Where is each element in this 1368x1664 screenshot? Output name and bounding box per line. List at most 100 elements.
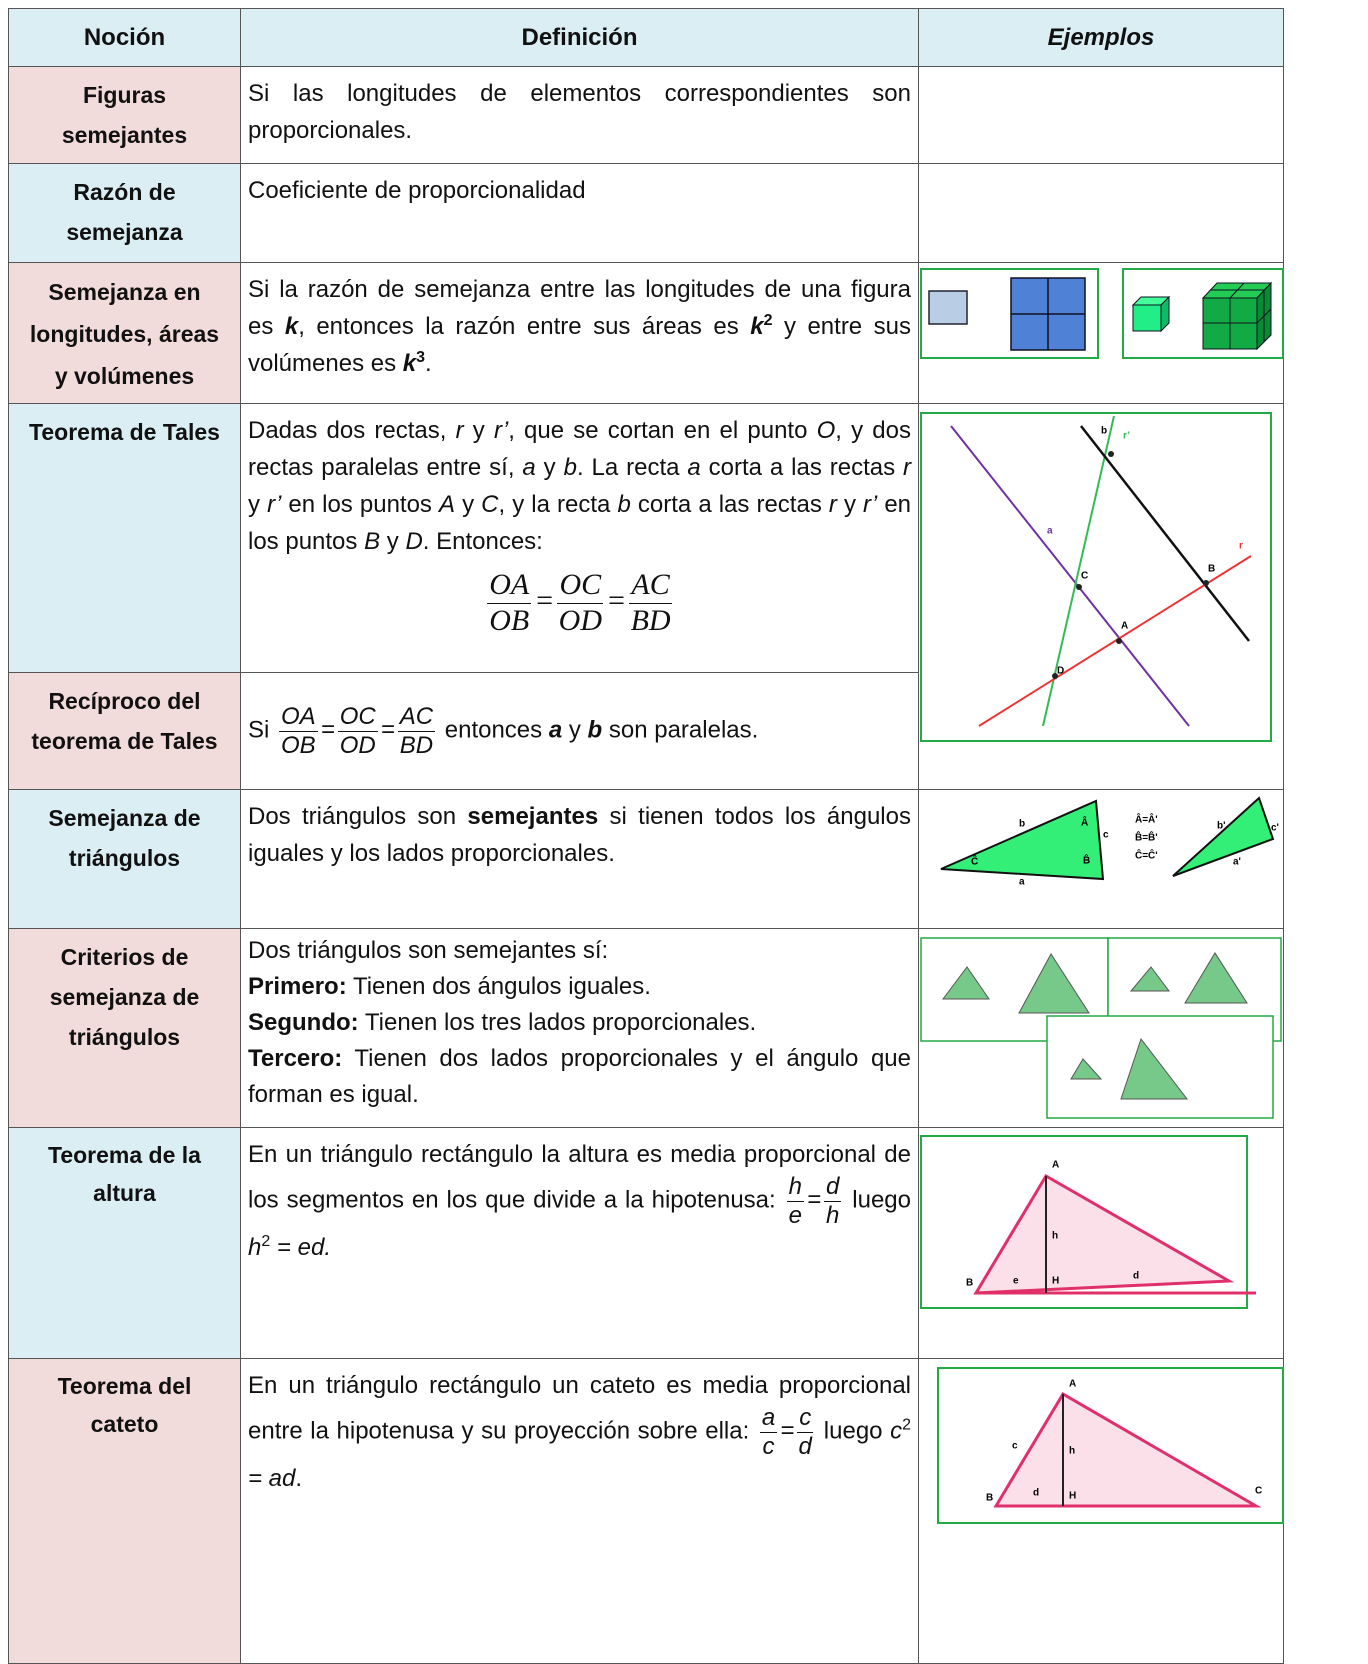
text: Primero: bbox=[248, 973, 347, 1000]
text: 3 bbox=[416, 349, 426, 366]
text: c bbox=[890, 1417, 903, 1445]
text: , entonces la razón entre sus áreas es bbox=[298, 313, 751, 340]
fraction: OC OD bbox=[557, 568, 604, 638]
text: luego bbox=[816, 1417, 891, 1445]
text: 2 bbox=[902, 1416, 912, 1434]
denominator: h bbox=[826, 1201, 840, 1229]
text: cateto bbox=[90, 1411, 159, 1437]
notion-cell: Razón de semejanza bbox=[8, 163, 241, 263]
text: e bbox=[1013, 1276, 1019, 1287]
text: son paralelas. bbox=[602, 716, 759, 744]
row: Recíproco del teorema de Tales Si OA OB = OC… bbox=[8, 672, 1284, 790]
example-cell bbox=[918, 66, 1284, 164]
text: b bbox=[1019, 819, 1025, 830]
formula: h e = d h bbox=[784, 1173, 845, 1229]
text: entonces bbox=[438, 716, 549, 744]
text: semejanza bbox=[66, 219, 183, 245]
text: h bbox=[1052, 1231, 1058, 1242]
text: en los puntos bbox=[281, 491, 439, 518]
polygon bbox=[973, 1173, 1235, 1295]
polygon bbox=[942, 966, 990, 1000]
notion-cell: Teorema del cateto bbox=[8, 1358, 241, 1664]
text: Â=Â' bbox=[1135, 813, 1158, 826]
circle bbox=[1203, 580, 1209, 586]
text: a bbox=[548, 716, 563, 744]
header-row: Noción Definición Ejemplos bbox=[8, 8, 1284, 67]
text: y bbox=[562, 716, 588, 744]
text: Si la razón de semejanza entre las longi… bbox=[248, 276, 911, 340]
notion-cell: Semejanza de triángulos bbox=[8, 789, 241, 929]
polygon bbox=[1129, 966, 1170, 992]
header-cell: Noción bbox=[8, 8, 241, 67]
notion-cell: Recíproco del teorema de Tales bbox=[8, 672, 241, 790]
definition-cell: Si OA OB = OC OD = AC BD entonces a y b son par… bbox=[240, 672, 919, 790]
text: a bbox=[522, 454, 536, 481]
text: triángulos bbox=[68, 845, 181, 871]
example-cell bbox=[918, 262, 1284, 404]
text: d bbox=[1133, 1271, 1139, 1282]
polygon bbox=[993, 1391, 1262, 1508]
example-cell bbox=[918, 928, 1284, 1128]
circle bbox=[1076, 584, 1082, 590]
notion-cell: Teorema de la altura bbox=[8, 1127, 241, 1359]
fraction: OC OD bbox=[337, 703, 378, 759]
text: B bbox=[966, 1278, 973, 1289]
text: A bbox=[1121, 621, 1128, 632]
polygon bbox=[1184, 952, 1248, 1004]
text: B̂ bbox=[1083, 854, 1090, 867]
text: D bbox=[1057, 666, 1064, 677]
definition-cell: En un triángulo rectángulo la altura es … bbox=[240, 1127, 919, 1359]
criteria-figure bbox=[920, 937, 1282, 1119]
row: Teorema del cateto En un triángulo rectán… bbox=[8, 1358, 1284, 1664]
text: O bbox=[816, 417, 836, 444]
text: altura bbox=[93, 1180, 156, 1206]
line bbox=[950, 425, 1190, 727]
fraction: AC BD bbox=[397, 703, 436, 759]
rect bbox=[920, 412, 1272, 742]
table: Noción Definición Ejemplos Figuras semeja… bbox=[8, 8, 1284, 1664]
text: C bbox=[1081, 571, 1088, 582]
example-cell: A h B e H d bbox=[918, 1127, 1284, 1359]
text: y bbox=[463, 417, 494, 444]
text: y entre sus volúmenes es bbox=[248, 313, 911, 377]
cateto-figure: A c h B d H C bbox=[937, 1367, 1284, 1524]
text: c' bbox=[1271, 823, 1279, 834]
text: Dos triángulos son bbox=[248, 803, 468, 830]
text: Ĉ bbox=[971, 855, 978, 868]
text: Dos triángulos son semejantes sí: bbox=[248, 937, 609, 964]
text: D bbox=[405, 528, 423, 555]
text: Razón de bbox=[73, 179, 176, 205]
altura-figure: A h B e H d bbox=[920, 1135, 1256, 1309]
text: y bbox=[535, 454, 564, 481]
formula: OA OB = OC OD = AC BD bbox=[248, 568, 911, 638]
denominator: c bbox=[762, 1432, 775, 1460]
definition-cell: Dadas dos rectas, r y r’, que se cortan … bbox=[240, 403, 919, 673]
triangles-figure: b c a Â B̂ Ĉ Â=Â' B̂=B̂' Ĉ=Ĉ' b' a' c' bbox=[940, 796, 1279, 888]
text: Recíproco del bbox=[48, 688, 201, 714]
tales-figure: b r’ a r C B A D bbox=[920, 412, 1272, 742]
text: k bbox=[284, 313, 299, 340]
operator: = bbox=[806, 1186, 821, 1214]
text: B bbox=[986, 1493, 993, 1504]
text: Figuras bbox=[82, 82, 167, 108]
polygon bbox=[1172, 796, 1275, 877]
text: k bbox=[750, 313, 764, 340]
text: r bbox=[1239, 541, 1243, 552]
denominator: BD bbox=[399, 731, 434, 759]
polygon bbox=[1160, 295, 1170, 333]
line bbox=[1229, 282, 1245, 299]
numerator: h bbox=[786, 1173, 804, 1202]
text: , y la recta bbox=[498, 491, 618, 518]
text: H bbox=[1052, 1276, 1059, 1287]
numerator: OA bbox=[487, 568, 532, 604]
operator: = bbox=[534, 583, 555, 617]
text: A bbox=[439, 491, 456, 518]
text: , y dos rectas paralelas entre sí, bbox=[248, 417, 912, 481]
text: Si las longitudes de elementos correspon… bbox=[248, 80, 911, 144]
text: semejantes bbox=[61, 122, 188, 148]
definition-cell: Dos triángulos son semejantes si tienen … bbox=[240, 789, 919, 929]
text: semejantes bbox=[467, 803, 599, 830]
text: Teorema de la bbox=[48, 1142, 201, 1168]
